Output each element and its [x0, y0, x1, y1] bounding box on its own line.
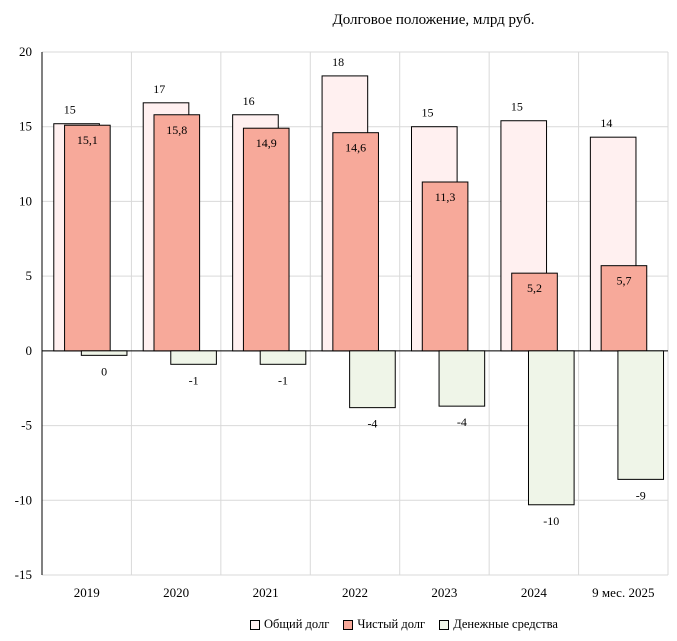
bar-cash — [438, 350, 486, 407]
bar-net-debt — [511, 272, 558, 352]
data-label-net-debt: 5,2 — [527, 281, 542, 295]
y-tick-label: 0 — [26, 343, 33, 358]
chart-title: Долговое положение, млрд руб. — [332, 12, 535, 28]
bar-cash — [527, 350, 575, 506]
data-label-cash: -10 — [543, 514, 559, 528]
legend-label-cash: Денежные средства — [453, 617, 558, 631]
x-tick-label: 2022 — [342, 585, 368, 600]
legend-swatch-cash — [439, 619, 450, 630]
data-label-net-debt: 15,8 — [166, 123, 187, 137]
data-label-total-debt: 15 — [422, 106, 434, 120]
data-label-net-debt: 14,6 — [345, 141, 366, 155]
bar-net-debt — [153, 114, 201, 352]
x-tick-label: 2019 — [74, 585, 100, 600]
x-tick-label: 2023 — [431, 585, 457, 600]
data-label-net-debt: 11,3 — [435, 190, 456, 204]
data-label-cash: -4 — [457, 415, 467, 429]
data-label-net-debt: 15,1 — [77, 133, 98, 147]
y-tick-label: -10 — [15, 492, 32, 507]
legend-label-total-debt: Общий долг — [264, 617, 330, 631]
bar-net-debt — [600, 265, 648, 352]
legend-label-net-debt: Чистый долг — [357, 617, 426, 631]
legend-item-cash: Денежные средства — [439, 617, 558, 632]
bar-net-debt — [64, 124, 111, 352]
bar-cash — [170, 350, 217, 365]
bar-cash — [80, 350, 128, 356]
data-label-total-debt: 18 — [332, 55, 344, 69]
x-tick-label: 2021 — [253, 585, 279, 600]
y-tick-label: -5 — [21, 418, 32, 433]
bar-net-debt — [421, 181, 469, 352]
data-label-cash: -1 — [278, 373, 288, 387]
data-label-total-debt: 15 — [64, 103, 76, 117]
data-label-net-debt: 5,7 — [616, 274, 631, 288]
y-tick-label: -15 — [15, 567, 32, 582]
legend-item-total-debt: Общий долг — [250, 617, 329, 632]
data-label-cash: -4 — [367, 417, 377, 431]
data-label-cash: -9 — [636, 488, 646, 502]
data-label-total-debt: 14 — [600, 116, 612, 130]
legend-swatch-net-debt — [343, 619, 354, 630]
data-label-cash: 0 — [101, 364, 107, 378]
data-label-total-debt: 16 — [243, 94, 255, 108]
y-tick-label: 20 — [19, 44, 32, 59]
data-label-total-debt: 17 — [153, 82, 165, 96]
data-label-total-debt: 15 — [511, 100, 523, 114]
y-tick-label: 5 — [26, 268, 33, 283]
bar-net-debt — [332, 132, 379, 352]
bar-cash — [617, 350, 665, 480]
y-tick-label: 15 — [19, 119, 32, 134]
legend-swatch-total-debt — [250, 619, 260, 630]
data-label-net-debt: 14,9 — [256, 136, 277, 150]
bar-net-debt — [242, 127, 290, 352]
x-tick-label: 2024 — [521, 585, 548, 600]
legend-item-net-debt: Чистый долг — [343, 617, 425, 632]
data-label-cash: -1 — [189, 373, 199, 387]
x-tick-label: 2020 — [163, 585, 189, 600]
x-tick-label: 9 мес. 2025 — [592, 585, 654, 600]
legend: Общий долг Чистый долг Денежные средства — [250, 617, 558, 632]
bar-cash — [259, 350, 307, 365]
y-tick-label: 10 — [19, 193, 32, 208]
bar-cash — [349, 350, 396, 409]
